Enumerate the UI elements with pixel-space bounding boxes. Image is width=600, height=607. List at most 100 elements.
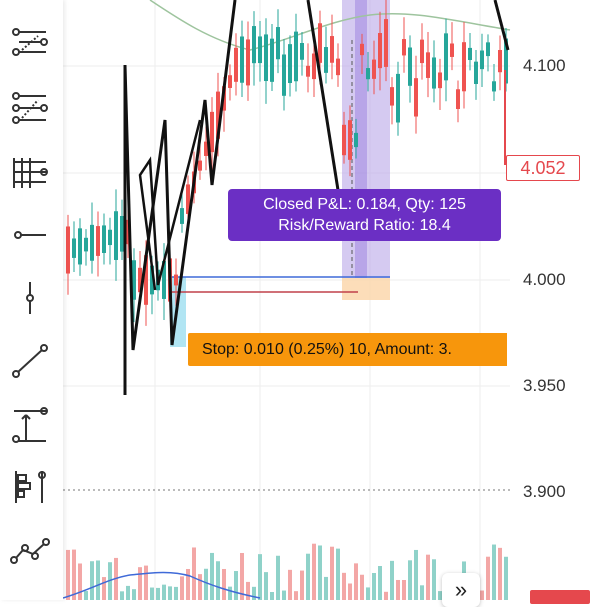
candle-body xyxy=(132,260,136,300)
stop-label: Stop: 0.010 (0.25%) 10, Amount: 3. xyxy=(188,333,507,366)
volume-bar xyxy=(210,552,214,600)
long-position-tool-icon[interactable] xyxy=(6,405,54,445)
volume-bar xyxy=(414,549,418,600)
candle-body xyxy=(126,219,130,245)
candle-body xyxy=(462,42,466,92)
volume-bar xyxy=(234,571,238,600)
moving-average-line xyxy=(149,0,511,51)
candle-body xyxy=(162,261,166,299)
volume-bar xyxy=(276,555,280,600)
volume-bar xyxy=(258,554,262,600)
horizontal-ray-tool-icon[interactable] xyxy=(6,215,54,255)
candle-body xyxy=(288,44,292,84)
candle-body xyxy=(390,87,394,106)
candle-body xyxy=(294,31,298,82)
volume-bar xyxy=(318,545,322,600)
scroll-to-latest-button[interactable]: » xyxy=(442,573,480,607)
pnl-line-1: Closed P&L: 0.184, Qty: 125 xyxy=(263,196,466,213)
volume-bar xyxy=(486,556,490,600)
candle-body xyxy=(216,91,220,139)
candle-body xyxy=(450,43,454,57)
volume-bar xyxy=(84,591,88,600)
volume-bar xyxy=(138,567,142,600)
horizontal-lines-tool-icon[interactable] xyxy=(6,152,54,192)
volume-bar xyxy=(180,576,184,600)
candle-body xyxy=(330,36,334,63)
candle-body xyxy=(426,52,430,78)
volume-bar xyxy=(324,576,328,600)
pitchfork-tool-icon[interactable] xyxy=(6,22,54,62)
candle-body xyxy=(456,89,460,110)
candle-body xyxy=(444,33,448,81)
candle-body xyxy=(246,39,250,86)
candle-body xyxy=(498,49,502,73)
volume-profile-tool-icon[interactable] xyxy=(6,467,54,507)
candle-body xyxy=(264,34,268,82)
pnl-label: Closed P&L: 0.184, Qty: 125 Risk/Reward … xyxy=(228,189,501,241)
stop-zone xyxy=(342,278,390,300)
trend-line-tool-icon[interactable] xyxy=(6,340,54,380)
candle-body xyxy=(324,47,328,73)
volume-bar xyxy=(408,560,412,600)
candle-body xyxy=(72,238,76,258)
candle-body xyxy=(150,265,154,295)
candle-body xyxy=(384,19,388,67)
volume-bar xyxy=(288,569,292,600)
candle-body xyxy=(174,274,178,286)
volume-bar xyxy=(264,572,268,600)
pattern-tool-icon[interactable] xyxy=(6,530,54,570)
candle-body xyxy=(348,120,352,160)
volume-bar xyxy=(120,591,124,600)
candle-body xyxy=(204,141,208,156)
candle-body xyxy=(396,73,400,123)
candle-body xyxy=(378,33,382,69)
candle-body xyxy=(504,38,508,84)
zigzag-drawing-3 xyxy=(306,0,340,191)
volume-bar xyxy=(192,547,196,600)
candle-body xyxy=(84,237,88,252)
candle-body xyxy=(402,39,406,56)
volume-bar xyxy=(216,561,220,600)
volume-bar xyxy=(204,568,208,600)
candle-body xyxy=(438,72,442,89)
zigzag-drawing xyxy=(123,0,237,395)
volume-bar xyxy=(282,590,286,600)
candle-body xyxy=(228,75,232,88)
volume-bar xyxy=(222,568,226,600)
pnl-line-2: Risk/Reward Ratio: 18.4 xyxy=(278,217,451,234)
volume-bar xyxy=(168,586,172,600)
candle-body xyxy=(486,42,490,57)
volume-bar xyxy=(144,565,148,600)
candle-body xyxy=(96,226,100,256)
volume-average-line xyxy=(63,571,261,599)
candle-body xyxy=(186,184,190,214)
candle-body xyxy=(108,229,112,246)
volume-bar xyxy=(402,579,406,600)
volume-bar xyxy=(294,591,298,600)
volume-bar xyxy=(420,585,424,600)
fib-retracement-tool-icon[interactable] xyxy=(6,88,54,128)
volume-bar xyxy=(348,583,352,600)
vertical-line-tool-icon[interactable] xyxy=(6,278,54,318)
volume-bar xyxy=(336,548,340,600)
volume-bar xyxy=(174,586,178,600)
volume-bar xyxy=(312,543,316,600)
price-label-4100: 4.100 xyxy=(523,56,566,75)
volume-bar xyxy=(102,577,106,600)
candle-body xyxy=(492,81,496,92)
volume-bar xyxy=(492,544,496,600)
volume-bar xyxy=(240,552,244,600)
volume-bar xyxy=(438,591,442,600)
volume-bar xyxy=(186,568,190,600)
candle-body xyxy=(366,68,370,80)
price-label-4000: 4.000 xyxy=(523,270,566,289)
volume-bar xyxy=(396,579,400,600)
volume-bar xyxy=(252,586,256,600)
volume-bar xyxy=(162,584,166,600)
candlestick-chart[interactable] xyxy=(63,0,600,600)
candle-body xyxy=(138,267,142,293)
volume-bar xyxy=(354,563,358,600)
candles xyxy=(66,0,508,326)
zigzag-drawing-2 xyxy=(138,119,202,291)
candle-body xyxy=(120,215,124,252)
